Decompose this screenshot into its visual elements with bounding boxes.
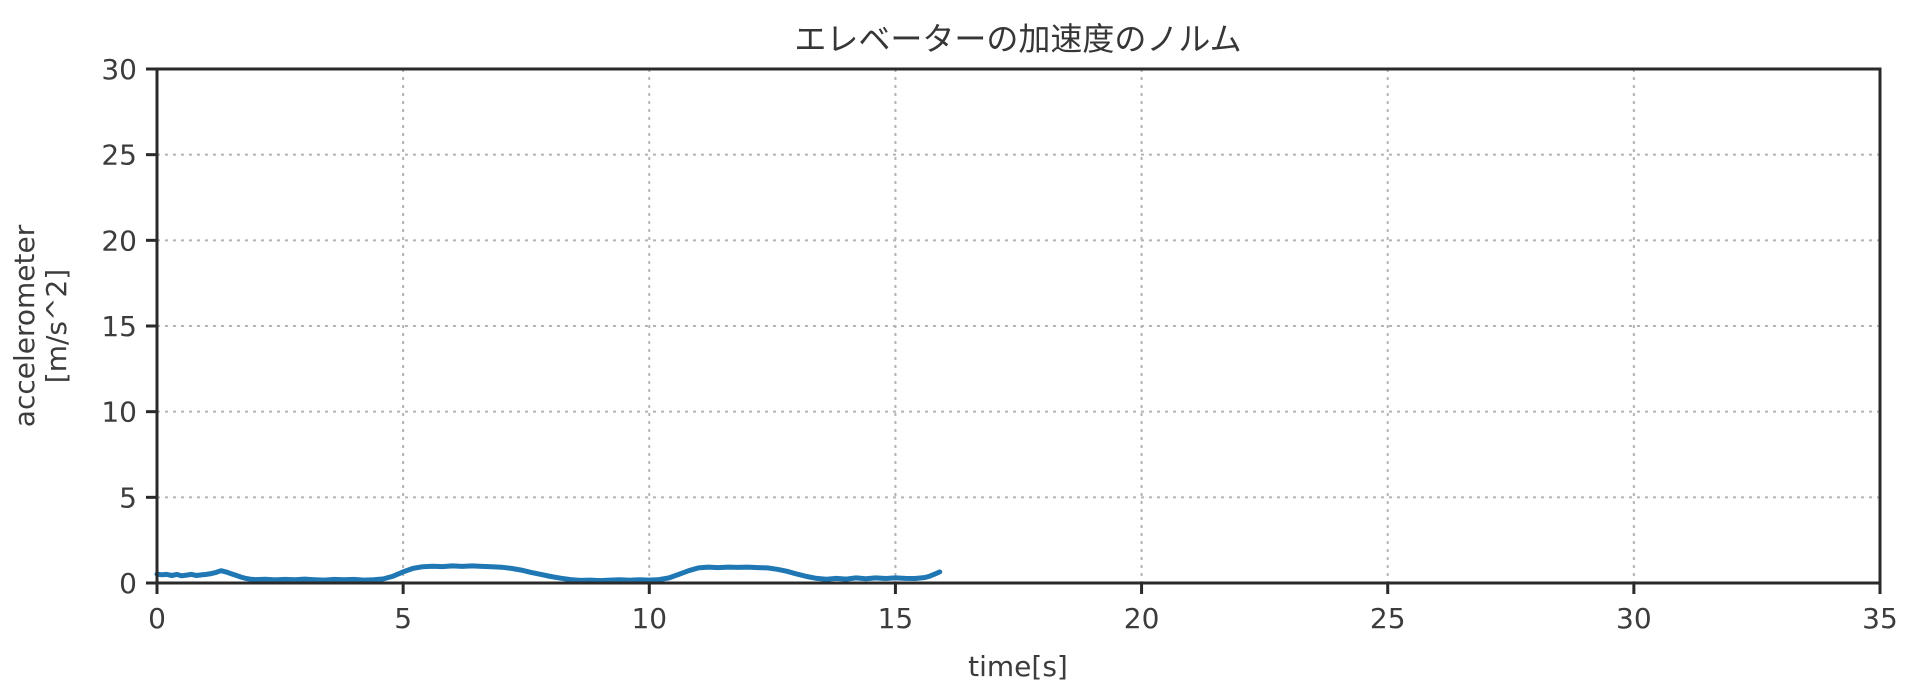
y-axis-label-line2: [m/s^2] <box>40 269 73 383</box>
series-line-acceleration-norm <box>154 563 943 584</box>
x-tick-label: 10 <box>631 602 667 635</box>
x-tick-label: 30 <box>1616 602 1652 635</box>
y-tick-label: 15 <box>101 310 137 343</box>
x-tick-label: 20 <box>1124 602 1160 635</box>
chart-title: エレベーターの加速度のノルム <box>794 20 1241 58</box>
y-tick-label: 25 <box>101 139 137 172</box>
grid-layer <box>157 69 1880 583</box>
x-tick-label: 25 <box>1370 602 1406 635</box>
x-tick-label: 0 <box>148 602 166 635</box>
y-tick-label: 0 <box>119 567 137 600</box>
x-tick-label: 5 <box>394 602 412 635</box>
y-tick-label: 20 <box>101 224 137 257</box>
series-layer <box>154 563 943 584</box>
y-axis-label-line1: accelerometer <box>8 224 41 427</box>
tick-layer <box>146 67 1882 594</box>
y-tick-label: 10 <box>101 396 137 429</box>
y-tick-label: 30 <box>101 53 137 86</box>
x-tick-label: 15 <box>878 602 914 635</box>
y-tick-label: 5 <box>119 481 137 514</box>
tick-label-layer: 0 5 10 15 20 25 30 35 0 5 10 15 20 25 30 <box>101 53 1897 635</box>
x-tick-label: 35 <box>1862 602 1898 635</box>
x-axis-label: time[s] <box>968 650 1068 683</box>
